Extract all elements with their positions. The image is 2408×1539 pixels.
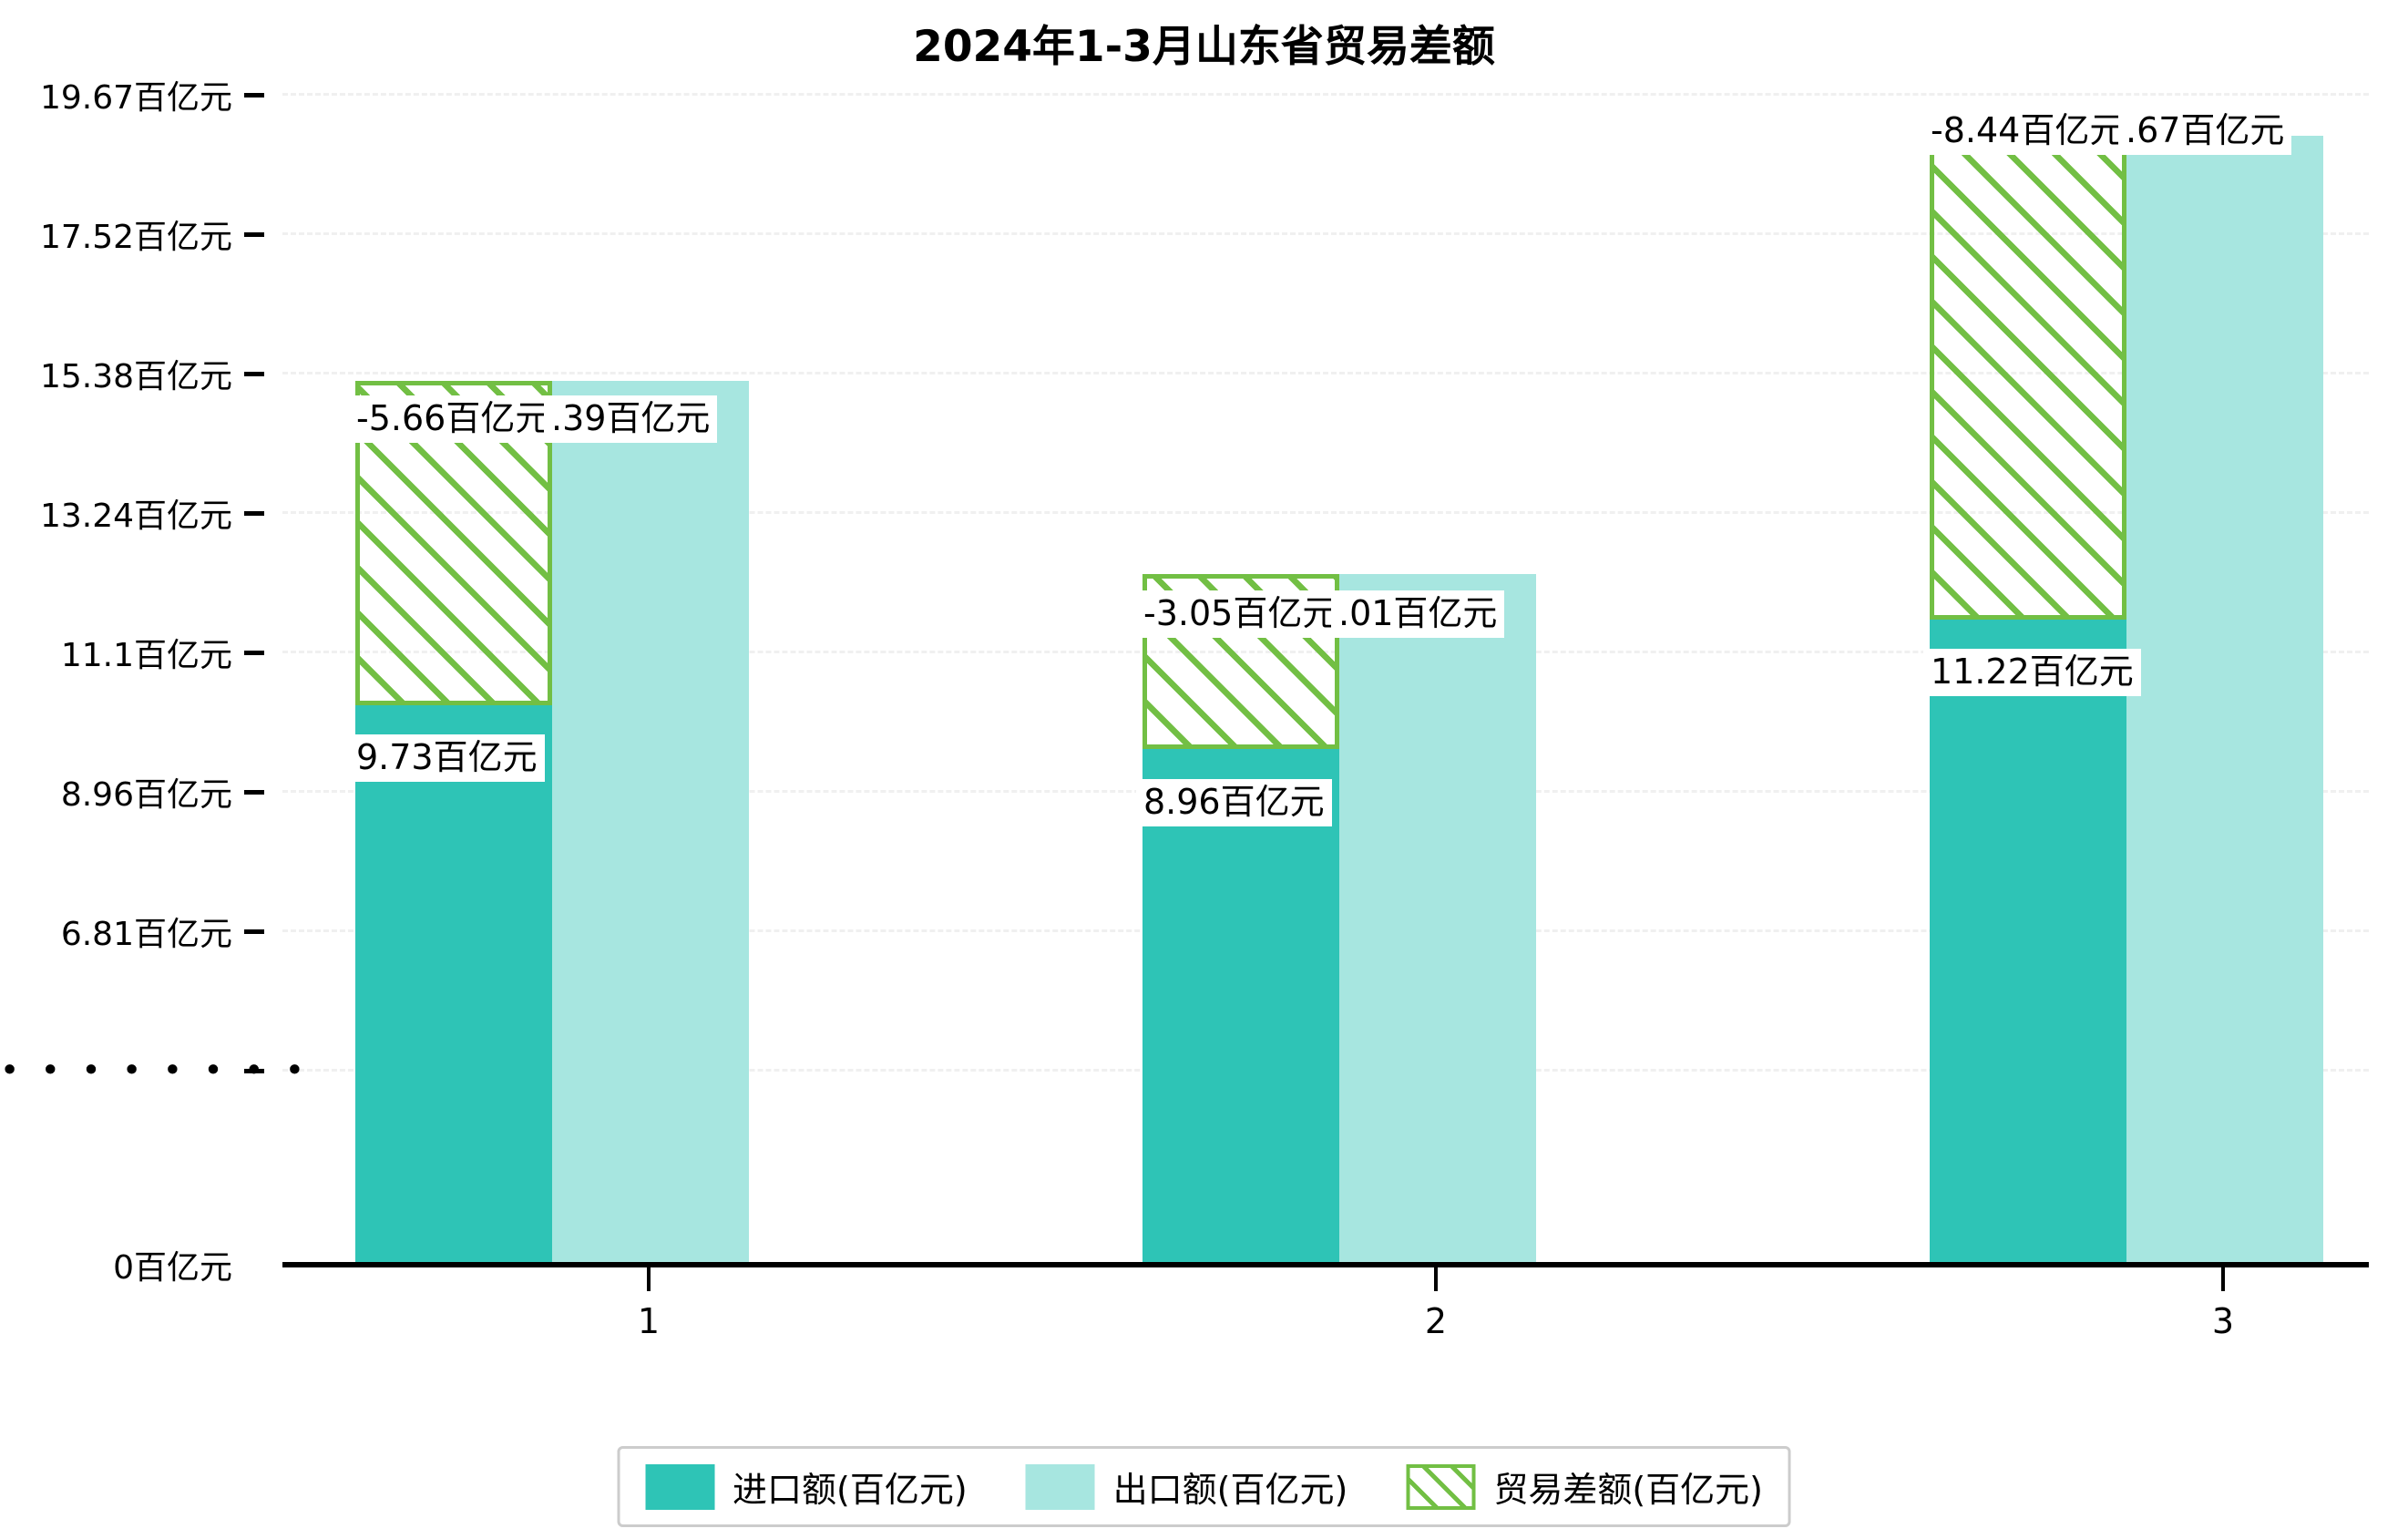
data-label-export-2: .01百亿元	[1331, 590, 1505, 638]
ytick-label-0: 0百亿元	[113, 1249, 232, 1287]
ytick-label-17-52: 17.52百亿元	[39, 219, 232, 256]
bar-import-1[interactable]	[355, 705, 552, 1262]
data-label-import-3: 11.22百亿元	[1923, 649, 2141, 696]
xtick-mark-3	[2221, 1267, 2225, 1291]
ytick-label-8-96: 8.96百亿元	[60, 776, 232, 814]
bar-import-2[interactable]	[1143, 749, 1339, 1262]
bar-export-3[interactable]	[2126, 136, 2323, 1262]
legend-label-export: 出口额(百亿元)	[1112, 1470, 1348, 1510]
gridline-15-38	[282, 372, 2369, 374]
legend-swatch-export-icon	[1025, 1463, 1095, 1510]
ytick-mark-11-1	[244, 651, 264, 655]
chart-title: 2024年1-3月山东省贸易差额	[913, 22, 1495, 72]
data-label-import-2: 8.96百亿元	[1136, 779, 1332, 826]
x-axis-line	[282, 1262, 2369, 1267]
data-label-diff-2: -3.05百亿元	[1136, 590, 1345, 638]
bar-diff-3[interactable]	[1930, 136, 2126, 620]
ytick-mark-13-24	[244, 511, 264, 516]
ytick-mark-17-52	[244, 232, 264, 237]
legend-swatch-diff-icon	[1406, 1463, 1476, 1510]
data-label-export-1: .39百亿元	[544, 395, 718, 443]
data-label-diff-1: -5.66百亿元	[349, 395, 558, 443]
ytick-label-19-67: 19.67百亿元	[39, 79, 232, 117]
ytick-label-15-38: 15.38百亿元	[39, 358, 232, 395]
ytick-mark-19-67	[244, 93, 264, 97]
bar-export-2[interactable]	[1339, 574, 1536, 1262]
ytick-mark-dots	[244, 1069, 264, 1073]
xtick-mark-2	[1434, 1267, 1438, 1291]
data-label-import-1: 9.73百亿元	[349, 734, 545, 782]
ytick-mark-6-81	[244, 929, 264, 934]
legend-item-diff[interactable]: 贸易差额(百亿元)	[1406, 1462, 1763, 1512]
legend-label-diff: 贸易差额(百亿元)	[1493, 1470, 1763, 1510]
ytick-label-11-1: 11.1百亿元	[60, 637, 232, 674]
xtick-label-1: 1	[637, 1301, 661, 1341]
xtick-label-3: 3	[2211, 1301, 2235, 1341]
gridline-13-24	[282, 511, 2369, 514]
gridline-19-67	[282, 93, 2369, 96]
ytick-mark-15-38	[244, 372, 264, 376]
chart-legend: 进口额(百亿元) 出口额(百亿元) 贸易差额(百亿元)	[617, 1446, 1791, 1527]
xtick-label-2: 2	[1424, 1301, 1448, 1341]
legend-item-import[interactable]: 进口额(百亿元)	[645, 1462, 968, 1512]
bar-export-1[interactable]	[552, 381, 749, 1262]
gridline-17-52	[282, 232, 2369, 235]
legend-swatch-import-icon	[645, 1463, 715, 1510]
ytick-mark-8-96	[244, 790, 264, 795]
xtick-mark-1	[647, 1267, 651, 1291]
ytick-label-placeholder: • • • • • • • •	[0, 1052, 310, 1090]
data-label-export-3: .67百亿元	[2118, 108, 2292, 155]
ytick-label-13-24: 13.24百亿元	[39, 498, 232, 535]
ytick-label-6-81: 6.81百亿元	[60, 916, 232, 953]
legend-label-import: 进口额(百亿元)	[733, 1470, 968, 1510]
legend-item-export[interactable]: 出口额(百亿元)	[1025, 1462, 1348, 1512]
data-label-diff-3: -8.44百亿元	[1923, 108, 2132, 155]
bar-import-3[interactable]	[1930, 620, 2126, 1262]
